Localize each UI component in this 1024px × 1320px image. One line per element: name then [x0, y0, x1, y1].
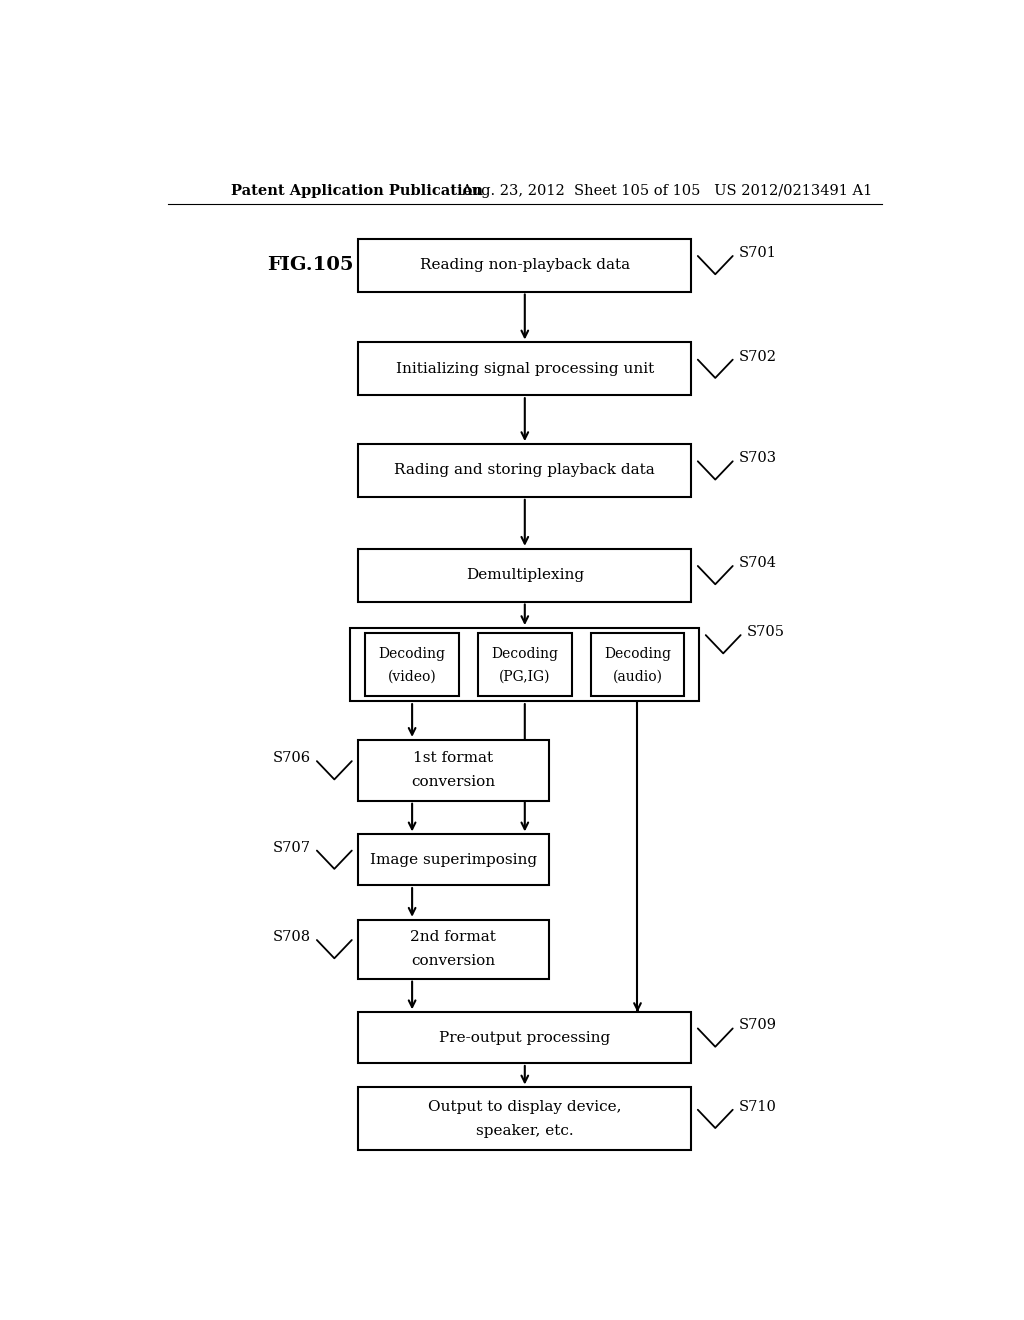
Text: Pre-output processing: Pre-output processing	[439, 1031, 610, 1044]
Bar	[358, 1088, 691, 1151]
Bar	[358, 444, 691, 496]
Text: FIG.105: FIG.105	[267, 256, 353, 275]
Text: Decoding: Decoding	[604, 647, 671, 661]
Text: conversion: conversion	[412, 954, 496, 969]
Text: Demultiplexing: Demultiplexing	[466, 568, 584, 582]
Text: Decoding: Decoding	[492, 647, 558, 661]
Text: S702: S702	[739, 350, 777, 363]
Text: (video): (video)	[388, 669, 436, 684]
Text: Rading and storing playback data: Rading and storing playback data	[394, 463, 655, 478]
Text: S706: S706	[272, 751, 310, 766]
Text: S701: S701	[739, 246, 777, 260]
Text: S710: S710	[739, 1100, 777, 1114]
Bar	[478, 634, 571, 696]
Bar	[358, 549, 691, 602]
Bar	[358, 1012, 691, 1063]
Text: Patent Application Publication: Patent Application Publication	[231, 183, 483, 198]
Text: S704: S704	[739, 556, 777, 570]
Text: S709: S709	[739, 1019, 777, 1032]
Text: Reading non-playback data: Reading non-playback data	[420, 259, 630, 272]
Bar	[358, 342, 691, 395]
Bar	[591, 634, 684, 696]
Text: S703: S703	[739, 451, 777, 465]
Text: (PG,IG): (PG,IG)	[499, 669, 551, 684]
Bar	[358, 920, 549, 978]
Text: Aug. 23, 2012  Sheet 105 of 105   US 2012/0213491 A1: Aug. 23, 2012 Sheet 105 of 105 US 2012/0…	[461, 183, 872, 198]
Bar	[358, 834, 549, 886]
Text: speaker, etc.: speaker, etc.	[476, 1125, 573, 1138]
Bar	[358, 239, 691, 292]
Text: 1st format: 1st format	[414, 751, 494, 766]
Text: Image superimposing: Image superimposing	[370, 853, 537, 867]
Text: S708: S708	[272, 931, 310, 944]
Text: S705: S705	[748, 626, 785, 639]
Bar	[350, 628, 699, 701]
Text: 2nd format: 2nd format	[411, 931, 497, 944]
Text: Output to display device,: Output to display device,	[428, 1100, 622, 1114]
Text: conversion: conversion	[412, 775, 496, 789]
Text: (audio): (audio)	[612, 669, 663, 684]
Bar	[366, 634, 459, 696]
Bar	[358, 739, 549, 801]
Text: Decoding: Decoding	[379, 647, 445, 661]
Text: Initializing signal processing unit: Initializing signal processing unit	[395, 362, 654, 376]
Text: S707: S707	[272, 841, 310, 854]
